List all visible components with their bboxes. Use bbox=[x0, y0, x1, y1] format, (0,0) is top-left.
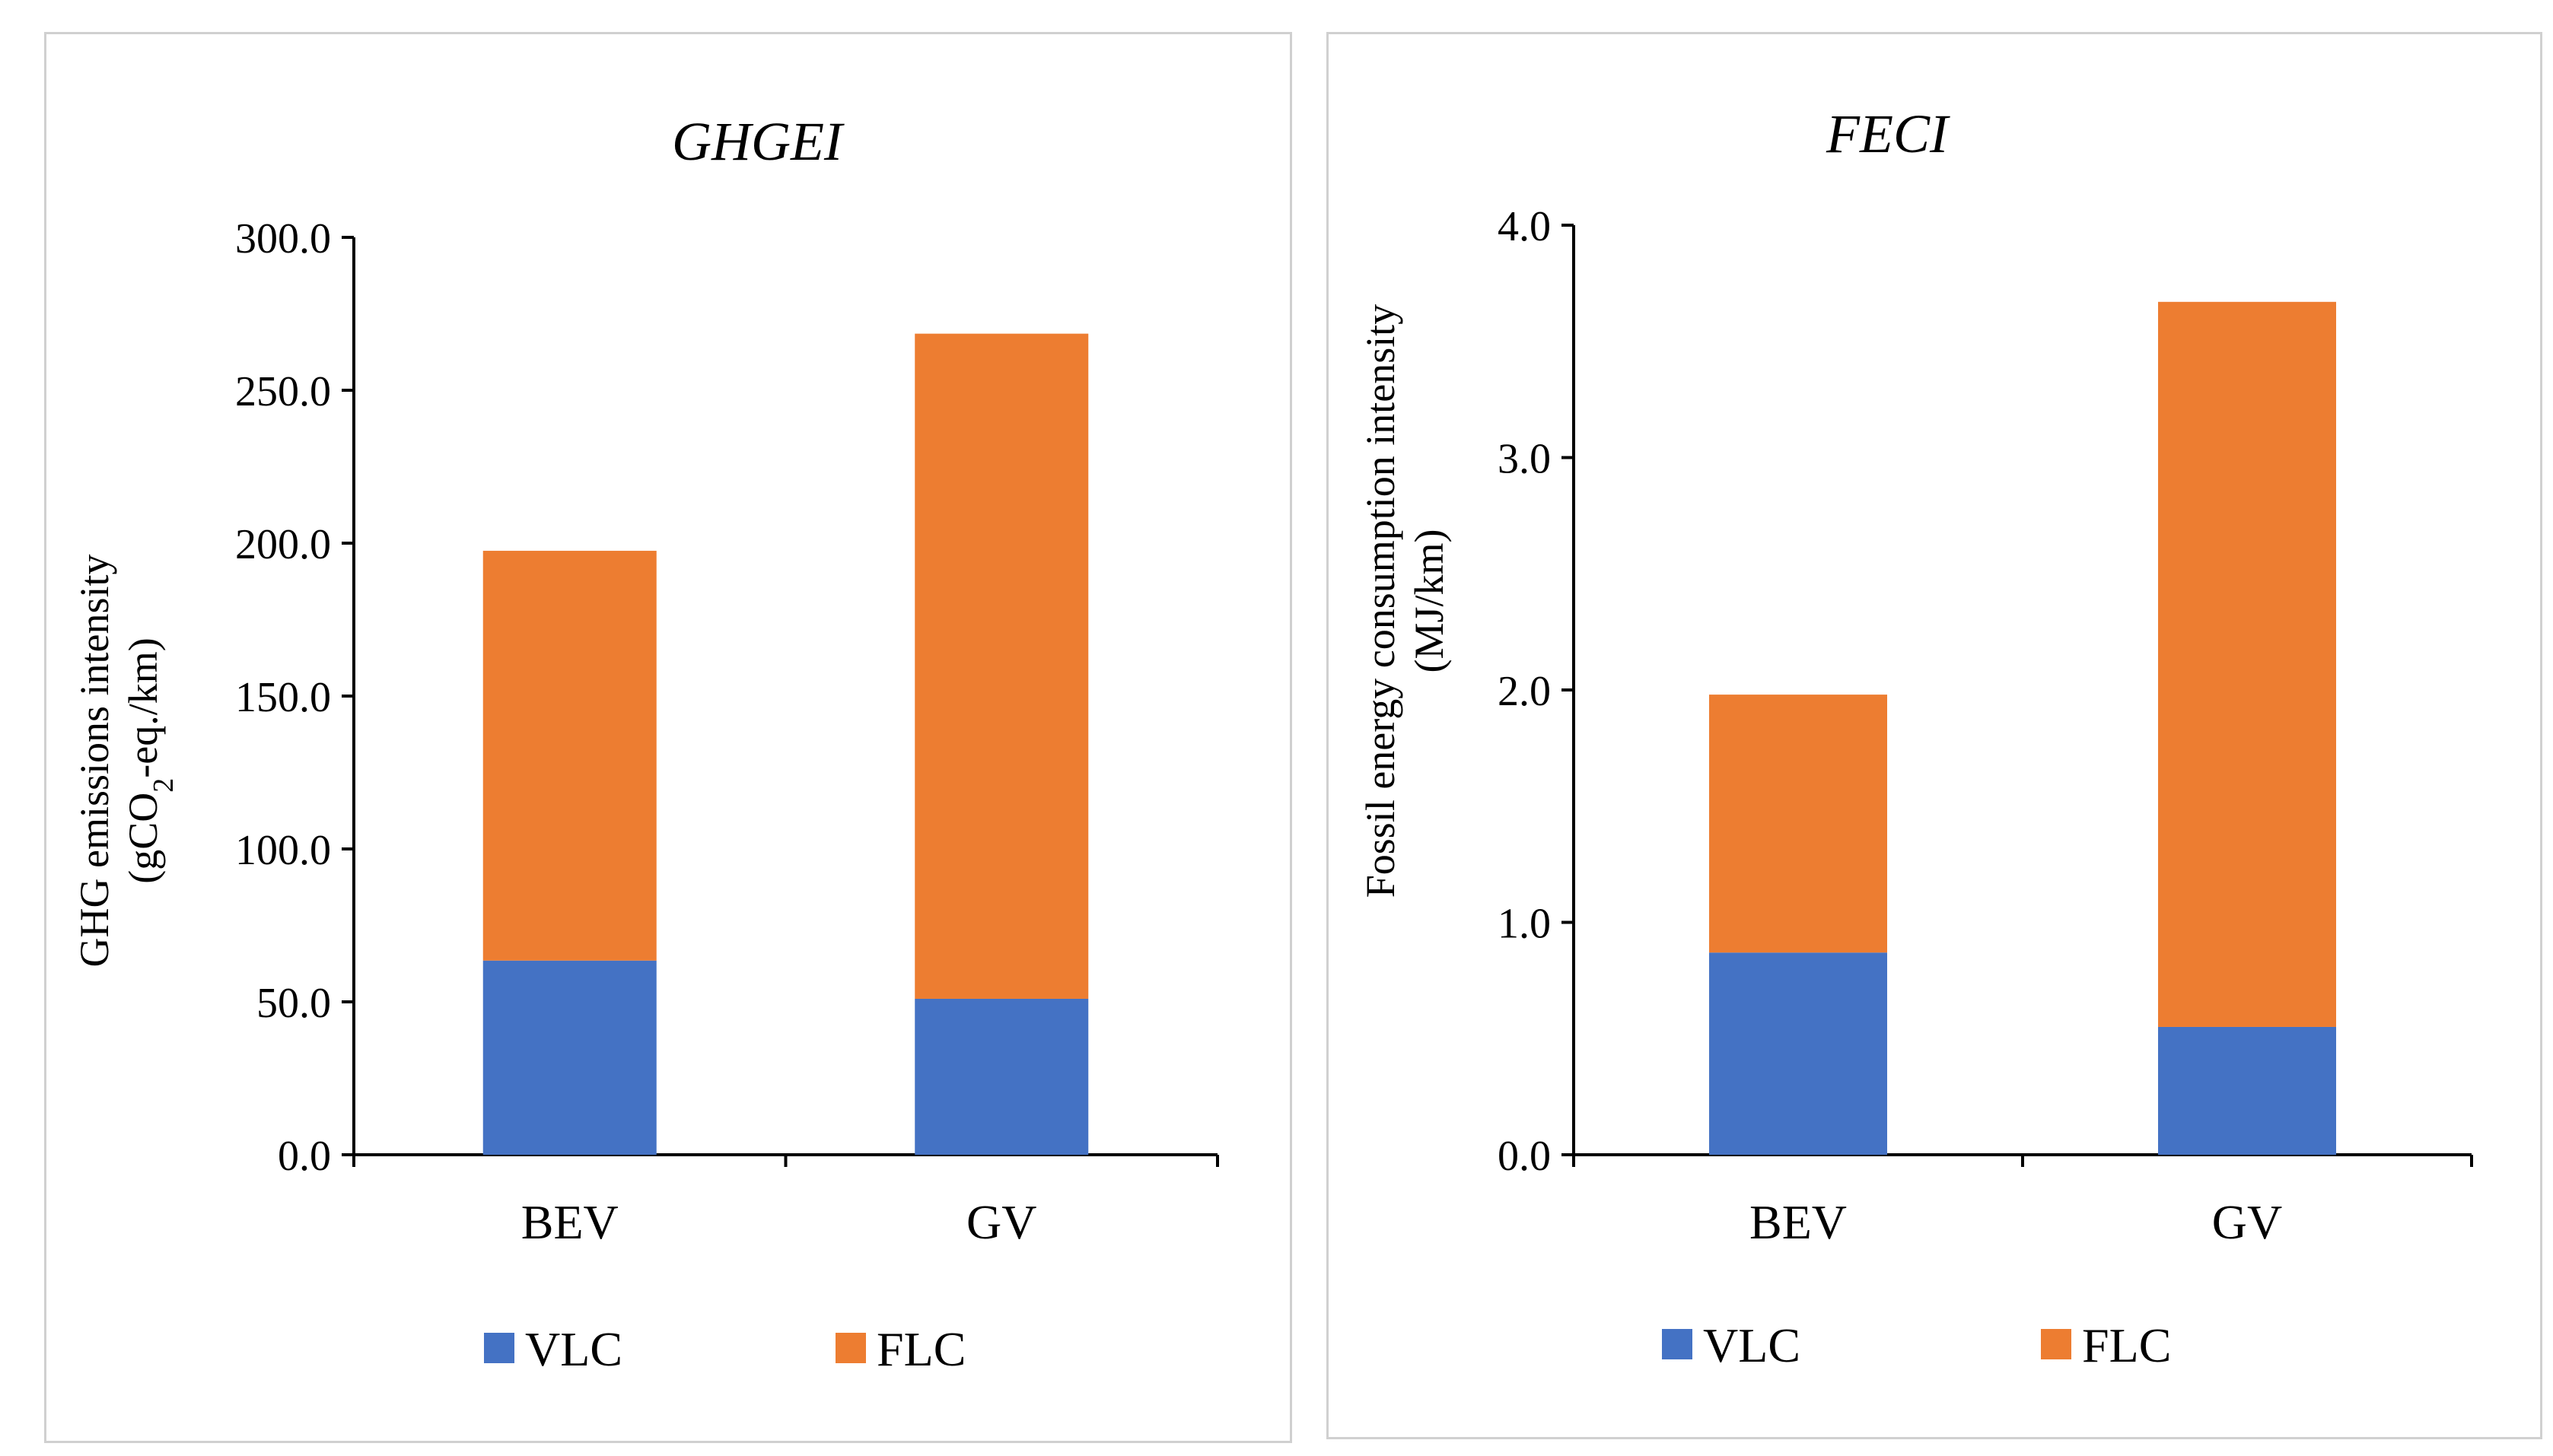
y-axis-label-line2: (gCO2-eq./km) bbox=[120, 637, 180, 883]
bar-flc-gv bbox=[915, 333, 1089, 999]
y-tick-label: 0.0 bbox=[1498, 1133, 1551, 1180]
x-tick-label-bev: BEV bbox=[1749, 1195, 1847, 1249]
legend: VLC FLC bbox=[484, 1322, 966, 1376]
legend-swatch-vlc bbox=[1662, 1329, 1692, 1359]
chart-panel-feci bbox=[1326, 32, 2542, 1439]
legend: VLC FLC bbox=[1662, 1318, 2171, 1372]
bar-flc-bev bbox=[482, 551, 657, 961]
y-tick-label: 250.0 bbox=[235, 368, 331, 415]
bar-vlc-gv bbox=[915, 998, 1089, 1155]
chart-title: FECI bbox=[1826, 103, 1950, 164]
y-tick-label: 200.0 bbox=[235, 521, 331, 568]
legend-label-vlc: VLC bbox=[1703, 1318, 1800, 1372]
legend-label-flc: FLC bbox=[877, 1322, 966, 1376]
legend-swatch-flc bbox=[836, 1333, 866, 1363]
y-tick-label: 4.0 bbox=[1498, 203, 1551, 250]
y-tick-label: 50.0 bbox=[256, 980, 331, 1027]
legend-label-flc: FLC bbox=[2082, 1318, 2171, 1372]
y-tick-label: 1.0 bbox=[1498, 901, 1551, 948]
x-tick-label-bev: BEV bbox=[521, 1195, 619, 1249]
bar-flc-gv bbox=[2158, 301, 2336, 1027]
x-tick-label-gv: GV bbox=[966, 1195, 1036, 1249]
legend-swatch-flc bbox=[2041, 1329, 2071, 1359]
y-axis-label-line1: Fossil energy consumption intensity bbox=[1358, 304, 1403, 898]
chart-title: GHGEI bbox=[672, 111, 845, 172]
y-tick-label: 100.0 bbox=[235, 827, 331, 874]
bar-vlc-bev bbox=[482, 960, 657, 1155]
x-tick-label-gv: GV bbox=[2212, 1195, 2282, 1249]
y-tick-label: 300.0 bbox=[235, 215, 331, 262]
y-tick-label: 3.0 bbox=[1498, 436, 1551, 483]
legend-label-vlc: VLC bbox=[525, 1322, 622, 1376]
y-axis-label-line2: (MJ/km) bbox=[1406, 529, 1452, 673]
y-axis-label-line1: GHG emissions intensity bbox=[72, 554, 117, 967]
bar-flc-bev bbox=[1709, 695, 1887, 953]
y-tick-label: 150.0 bbox=[235, 674, 331, 721]
bar-vlc-gv bbox=[2158, 1026, 2336, 1155]
y-tick-label: 0.0 bbox=[278, 1133, 331, 1180]
bar-vlc-bev bbox=[1709, 952, 1887, 1155]
y-tick-label: 2.0 bbox=[1498, 668, 1551, 715]
legend-swatch-vlc bbox=[484, 1333, 514, 1363]
